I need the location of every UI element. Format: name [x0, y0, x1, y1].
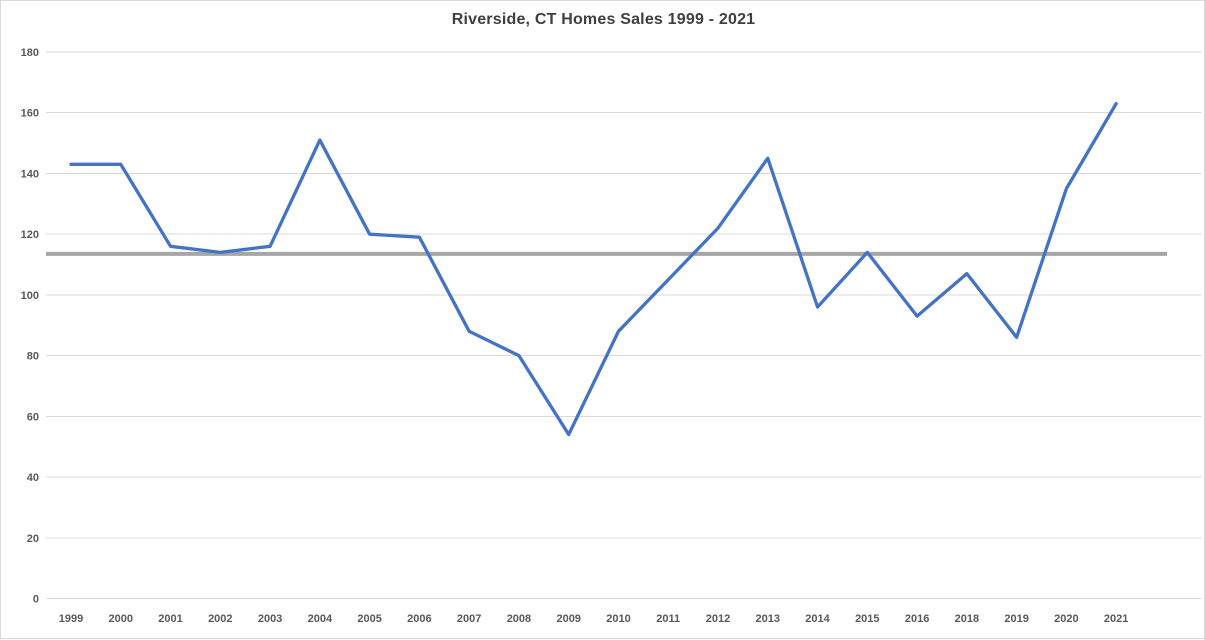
y-axis-tick-label: 180 — [21, 47, 39, 59]
y-axis-tick-label: 40 — [27, 472, 39, 484]
x-axis-tick-label: 2009 — [556, 613, 580, 625]
y-axis-tick-label: 0 — [33, 594, 39, 606]
x-axis-tick-label: 1999 — [59, 613, 83, 625]
x-axis-tick-label: 2005 — [357, 613, 381, 625]
x-axis-tick-label: 2014 — [805, 613, 830, 625]
y-axis-tick-label: 20 — [27, 533, 39, 545]
chart-title: Riverside, CT Homes Sales 1999 - 2021 — [451, 11, 756, 28]
y-axis-tick-label: 60 — [27, 411, 39, 423]
x-axis-tick-label: 2007 — [457, 613, 481, 625]
x-axis-tick-label: 2019 — [1004, 613, 1028, 625]
x-axis-tick-label: 2011 — [656, 613, 680, 625]
x-axis-tick-label: 2016 — [905, 613, 929, 625]
x-axis-tick-label: 2000 — [109, 613, 133, 625]
x-axis-tick-label: 2004 — [308, 613, 333, 625]
y-axis-tick-label: 80 — [27, 351, 39, 363]
y-axis-tick-label: 140 — [21, 168, 39, 180]
x-axis-tick-label: 2006 — [407, 613, 431, 625]
x-axis-tick-label: 2021 — [1104, 613, 1128, 625]
x-axis-tick-label: 2012 — [706, 613, 730, 625]
x-axis-tick-label: 2002 — [208, 613, 232, 625]
x-axis-tick-label: 2015 — [855, 613, 879, 625]
x-axis-tick-label: 2001 — [158, 613, 182, 625]
x-axis-tick-label: 2020 — [1054, 613, 1078, 625]
y-axis-tick-label: 160 — [21, 108, 39, 120]
x-axis-tick-label: 2018 — [955, 613, 979, 625]
x-axis-tick-label: 2003 — [258, 613, 282, 625]
y-axis-tick-label: 120 — [21, 229, 39, 241]
x-axis-tick-label: 2013 — [756, 613, 780, 625]
y-axis-tick-label: 100 — [21, 290, 39, 302]
home-sales-series-line — [69, 101, 1118, 437]
x-axis-tick-label: 2010 — [606, 613, 630, 625]
x-axis-tick-label: 2008 — [507, 613, 531, 625]
